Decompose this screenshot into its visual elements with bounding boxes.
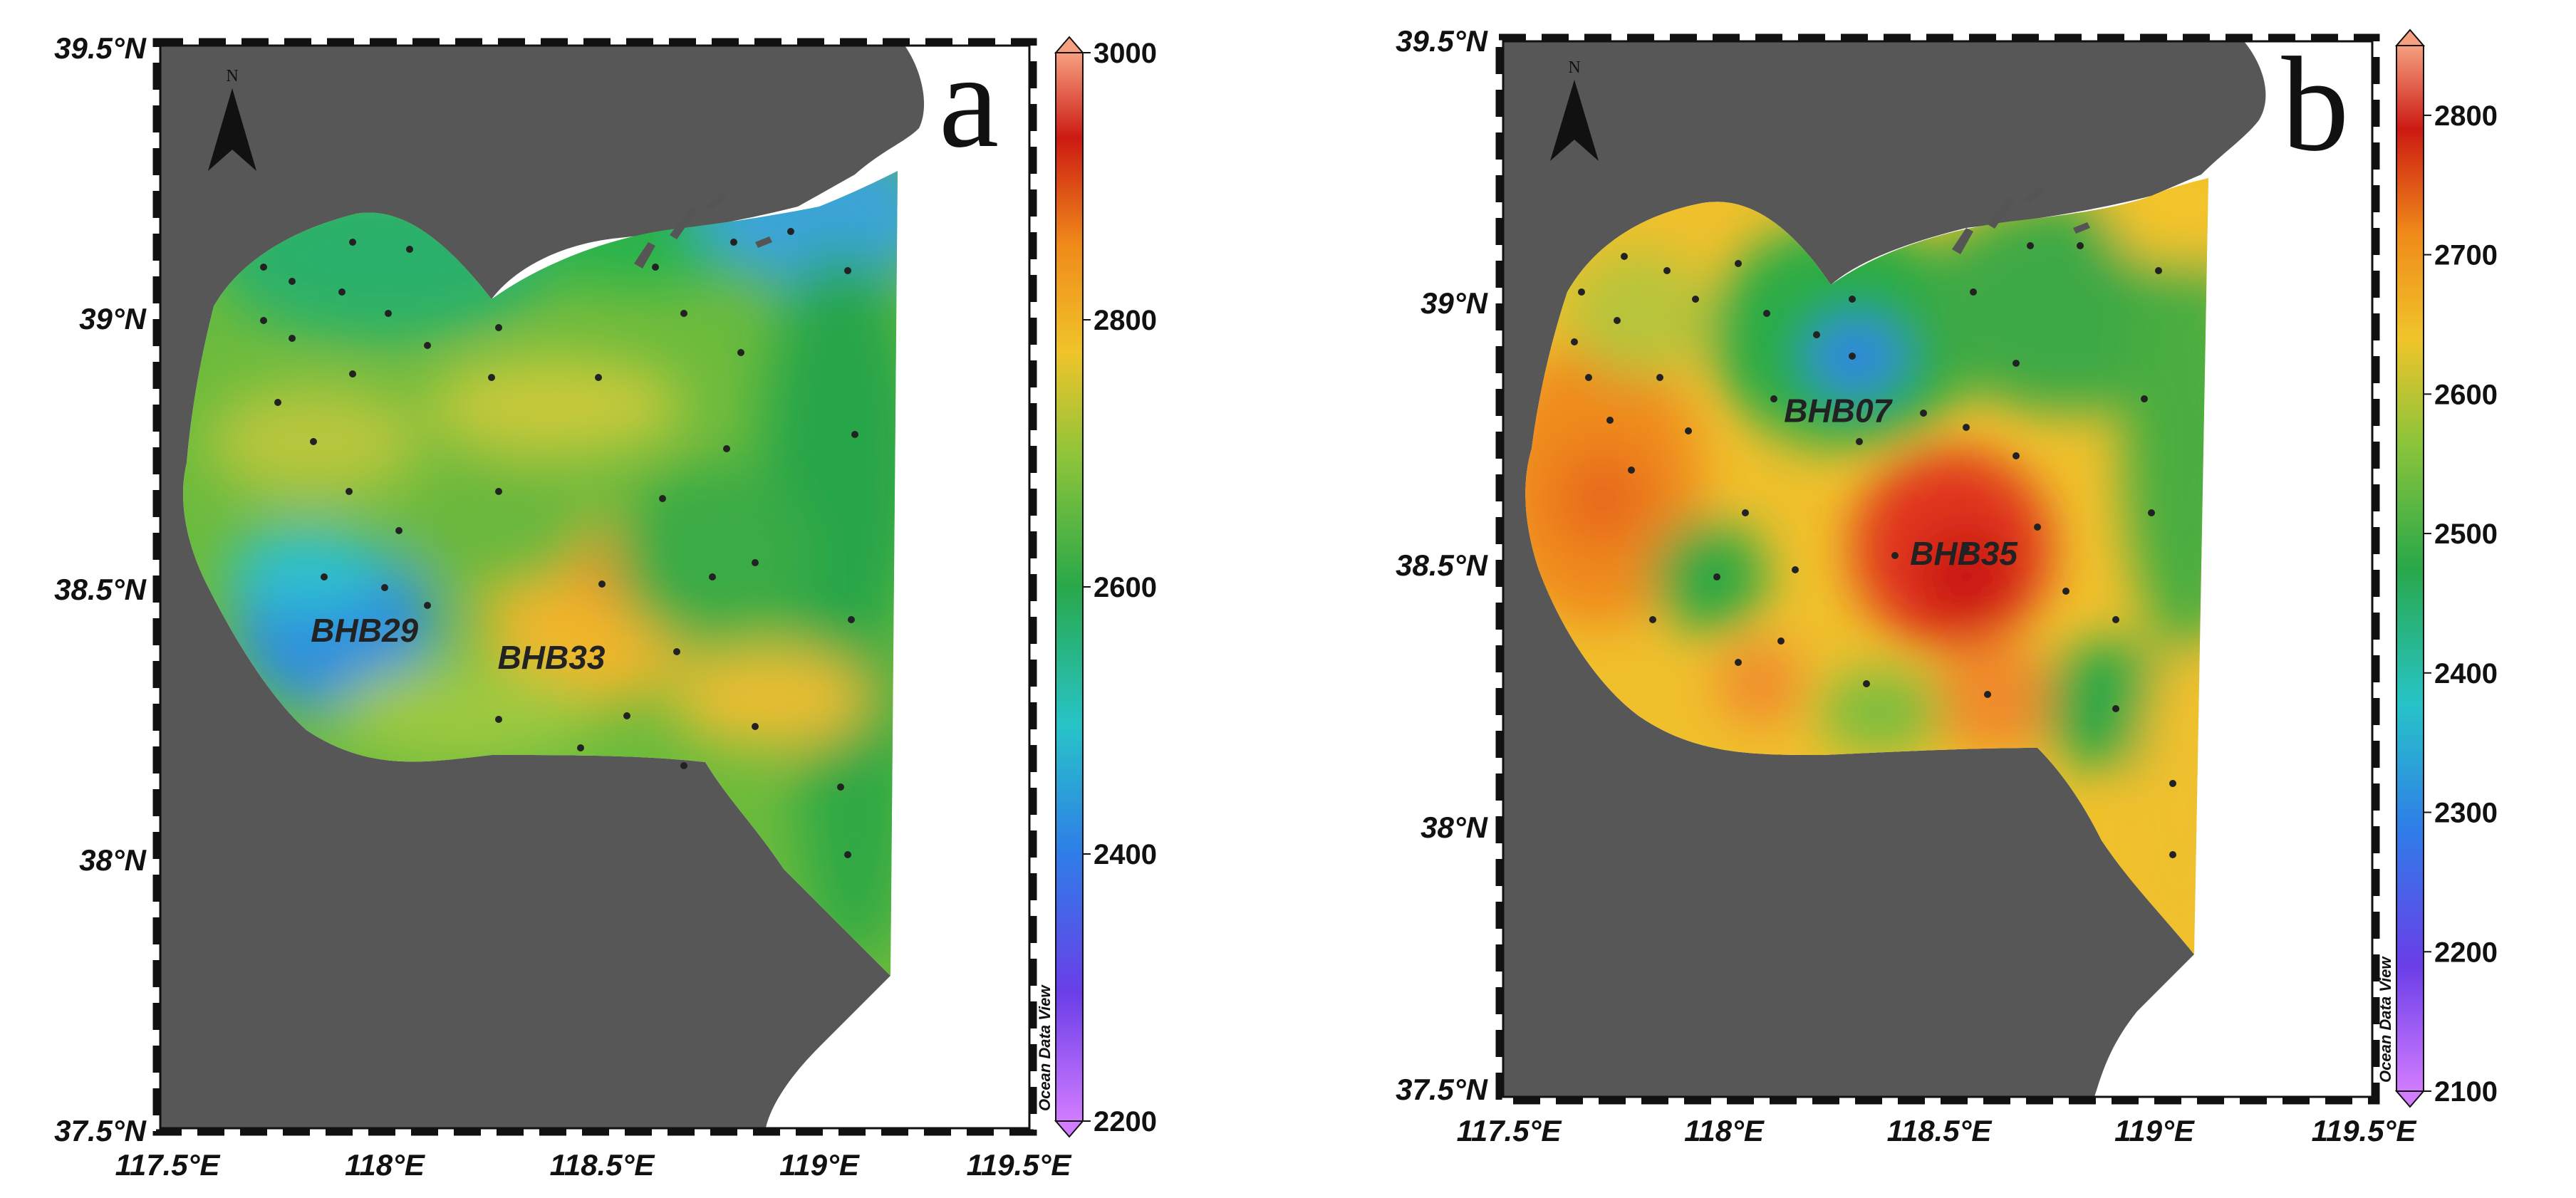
- lat-tick-a-4: 37.5°N: [54, 1114, 147, 1147]
- frame-dash-b: [1495, 33, 2380, 1105]
- lon-tick-b-1: 118°E: [1684, 1114, 1765, 1147]
- station-label-b-1: BHB35: [1910, 535, 2018, 572]
- colorbar-tick-b-5: 2300: [2434, 798, 2498, 829]
- lon-tick-a-0: 117.5°E: [115, 1148, 222, 1182]
- land-south-a: [160, 712, 890, 1128]
- open-water-b: [2094, 178, 2372, 1097]
- lon-tick-a-4: 119.5°E: [967, 1148, 1073, 1182]
- frame-border-b: [1502, 40, 2374, 1098]
- colorbar-tick-a-3: 2400: [1094, 839, 1157, 870]
- colorbar-credit-a: Ocean Data View: [1036, 984, 1054, 1111]
- lat-tick-b-4: 37.5°N: [1396, 1073, 1489, 1106]
- land-south-b: [1503, 705, 2194, 1097]
- lat-tick-b-2: 38.5°N: [1396, 548, 1489, 582]
- sampling-sites-a: [260, 228, 858, 858]
- frame-border-a: [159, 44, 1031, 1130]
- panel-label-b: b: [2282, 30, 2349, 179]
- colorbar-tick-a-1: 2800: [1094, 305, 1157, 336]
- colorbar-credit-b: Ocean Data View: [2377, 956, 2394, 1083]
- sampling-sites-b: [1571, 242, 2176, 858]
- colorbar-tick-b-3: 2500: [2434, 519, 2498, 550]
- lon-tick-b-0: 117.5°E: [1457, 1114, 1563, 1147]
- lon-tick-a-3: 119°E: [779, 1148, 861, 1182]
- lon-tick-a-1: 118°E: [345, 1148, 426, 1182]
- station-label-b-0: BHB07: [1784, 392, 1893, 429]
- open-water-a: [766, 171, 1029, 1128]
- station-label-a-1: BHB33: [498, 639, 606, 676]
- land-west-b: [1503, 292, 1638, 716]
- lon-axis-a: 117.5°E 118°E 118.5°E 119°E 119.5°E: [115, 1148, 1073, 1182]
- colorbar-tick-b-4: 2400: [2434, 658, 2498, 689]
- north-label-a: N: [226, 67, 238, 85]
- panel-a: N a BHB29 BHB33 39.5°N 39°N 38.5°N 38°N …: [54, 26, 1157, 1182]
- colorbar-b: 2800 2700 2600 2500 2400 2300 2200 2100 Ocean D…: [2377, 28, 2498, 1108]
- panel-label-a: a: [939, 26, 999, 176]
- lon-tick-b-4: 119.5°E: [2312, 1114, 2418, 1147]
- lon-tick-a-2: 118.5°E: [550, 1148, 656, 1182]
- lat-tick-a-2: 38.5°N: [54, 573, 147, 606]
- lat-axis-b: 39.5°N 39°N 38.5°N 38°N 37.5°N: [1396, 24, 1489, 1106]
- colorbar-tick-a-4: 2200: [1094, 1106, 1157, 1137]
- panel-b: N b BHB07 BHB35 39.5°N 39°N 38.5°N 38°N …: [1396, 24, 2498, 1147]
- colorbar-tick-b-6: 2200: [2434, 937, 2498, 968]
- land-west-a: [160, 306, 306, 730]
- lat-tick-a-0: 39.5°N: [54, 31, 147, 65]
- colorbar-tick-b-2: 2600: [2434, 379, 2498, 410]
- north-arrow-b: N: [1550, 58, 1599, 161]
- lat-tick-b-3: 38°N: [1421, 811, 1489, 844]
- lon-tick-b-2: 118.5°E: [1887, 1114, 1993, 1147]
- frame-dash-a: [152, 38, 1037, 1136]
- station-label-a-0: BHB29: [311, 612, 418, 649]
- north-label-b: N: [1568, 58, 1580, 77]
- lat-axis-a: 39.5°N 39°N 38.5°N 38°N 37.5°N: [54, 31, 147, 1147]
- colorbar-tick-a-0: 3000: [1094, 38, 1157, 69]
- north-arrow-a: N: [208, 67, 256, 171]
- colorbar-a: 3000 2800 2600 2400 2200 Ocean Data View: [1036, 36, 1157, 1138]
- lat-tick-a-3: 38°N: [79, 843, 147, 877]
- lat-tick-a-1: 39°N: [79, 302, 147, 335]
- colorbar-tick-b-7: 2100: [2434, 1076, 2498, 1108]
- land-north-a: [160, 46, 925, 370]
- land-north-b: [1503, 41, 2266, 356]
- colorbar-tick-b-1: 2700: [2434, 240, 2498, 271]
- lon-tick-b-3: 119°E: [2114, 1114, 2196, 1147]
- colorbar-tick-a-2: 2600: [1094, 572, 1157, 603]
- lat-tick-b-1: 39°N: [1421, 286, 1489, 320]
- lon-axis-b: 117.5°E 118°E 118.5°E 119°E 119.5°E: [1457, 1114, 2418, 1147]
- lat-tick-b-0: 39.5°N: [1396, 24, 1489, 58]
- colorbar-tick-b-0: 2800: [2434, 100, 2498, 132]
